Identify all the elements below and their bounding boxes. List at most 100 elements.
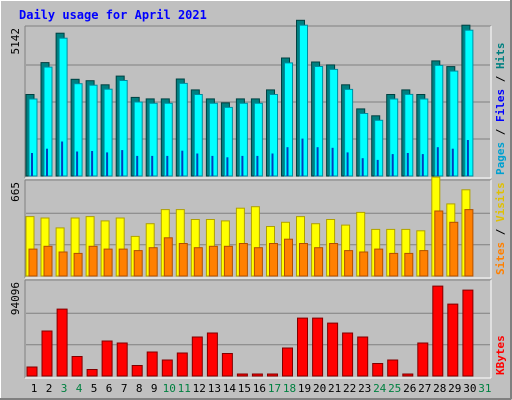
kbytes-bar: [387, 359, 399, 377]
kbytes-bar: [357, 336, 369, 377]
sites-bar: [253, 247, 263, 277]
sites-bar: [374, 248, 384, 277]
x-tick-label: 21: [328, 382, 341, 395]
chart-title: Daily usage for April 2021: [19, 8, 207, 22]
kbytes-bar: [206, 332, 218, 377]
x-tick-label: 5: [91, 382, 98, 395]
kbytes-bar: [432, 285, 444, 377]
x-tick-label: 18: [283, 382, 296, 395]
kbytes-bar: [251, 373, 263, 377]
pages-bar: [121, 150, 124, 176]
legend-pages: Pages: [494, 142, 507, 175]
pages-bar: [136, 155, 139, 176]
pages-bar: [376, 159, 379, 176]
pages-bar: [451, 148, 454, 176]
kbytes-bar: [312, 317, 324, 377]
x-tick-label: 24: [373, 382, 387, 395]
x-tick-label: 30: [463, 382, 476, 395]
kbytes-bar: [297, 317, 308, 377]
pages-bar: [211, 155, 214, 176]
pages-bar: [271, 153, 274, 176]
x-tick-label: 15: [238, 382, 251, 395]
kbytes-bar: [86, 369, 98, 377]
x-tick-label: 26: [403, 382, 416, 395]
x-tick-label: 25: [388, 382, 401, 395]
pages-bar: [196, 153, 199, 176]
kbytes-bar: [327, 322, 339, 377]
pages-bar: [91, 151, 94, 176]
kbytes-bar: [417, 342, 429, 377]
sites-bar: [43, 245, 53, 277]
kbytes-bar: [41, 330, 53, 377]
sites-bar: [148, 247, 158, 277]
legend-visits: Visits: [494, 182, 507, 222]
pages-bar: [436, 147, 439, 176]
legend-files: Files: [494, 89, 507, 122]
sites-bar: [269, 243, 278, 277]
kbytes-bar: [282, 347, 293, 377]
kbytes-bar: [161, 359, 173, 377]
x-tick-label: 27: [418, 382, 431, 395]
kbytes-bar: [116, 342, 128, 377]
pages-bar: [286, 147, 289, 176]
kbytes-bar: [146, 351, 158, 377]
x-tick-label: 10: [163, 382, 176, 395]
kbytes-bar: [191, 336, 203, 377]
pages-bar: [466, 140, 469, 176]
legend-kbytes-panel: KBytes: [494, 335, 507, 375]
bars: [25, 19, 474, 377]
sites-bar: [404, 252, 414, 277]
kbytes-bar: [462, 289, 474, 377]
x-tick-label: 11: [178, 382, 191, 395]
pages-bar: [31, 153, 33, 176]
x-tick-label: 2: [46, 382, 53, 395]
legend-kbytes: KBytes: [494, 335, 507, 375]
sites-bar: [314, 247, 324, 277]
pages-bar: [181, 150, 184, 176]
pages-bar: [76, 151, 79, 176]
kbytes-bar: [267, 373, 278, 377]
x-tick-label: 12: [193, 382, 206, 395]
sites-bar: [133, 250, 143, 277]
legend-sites: Sites: [494, 242, 507, 275]
sites-bar: [299, 243, 308, 277]
legend-hits: Hits: [494, 43, 507, 70]
sites-bar: [238, 243, 248, 277]
pages-bar: [391, 154, 394, 176]
x-tick-label: 8: [136, 382, 143, 395]
pages-bar: [406, 153, 409, 176]
x-tick-label: 20: [313, 382, 326, 395]
kbytes-bar: [26, 366, 38, 377]
sites-bar: [103, 248, 113, 277]
max-label-hits: 5142: [9, 28, 22, 55]
max-label-visits: 665: [9, 182, 22, 202]
pages-bar: [166, 155, 169, 176]
kbytes-bar: [372, 363, 384, 377]
x-tick-label: 29: [448, 382, 461, 395]
x-tick-label: 1: [31, 382, 38, 395]
sites-bar: [419, 250, 429, 277]
sites-bar: [88, 245, 98, 277]
x-tick-label: 4: [76, 382, 83, 395]
x-tick-label: 16: [253, 382, 266, 395]
sites-bar: [223, 245, 233, 277]
pages-bar: [421, 154, 424, 176]
pages-bar: [226, 157, 229, 176]
kbytes-bar: [447, 303, 459, 377]
kbytes-bar: [342, 332, 354, 377]
sites-bar: [163, 237, 173, 277]
pages-bar: [151, 155, 154, 176]
kbytes-bar: [56, 308, 68, 377]
sites-bar: [464, 209, 474, 277]
sites-bar: [28, 248, 38, 277]
sites-bar: [73, 252, 83, 277]
legend-visits-panel: Sites / Visits: [494, 182, 507, 275]
kbytes-bar: [236, 373, 248, 377]
legend-hits-panel: Pages / Files / Hits: [494, 43, 507, 176]
pages-bar: [46, 148, 48, 176]
kbytes-bar: [131, 365, 143, 377]
pages-bar: [316, 147, 319, 176]
sites-bar: [359, 251, 369, 277]
sites-bar: [178, 243, 188, 277]
